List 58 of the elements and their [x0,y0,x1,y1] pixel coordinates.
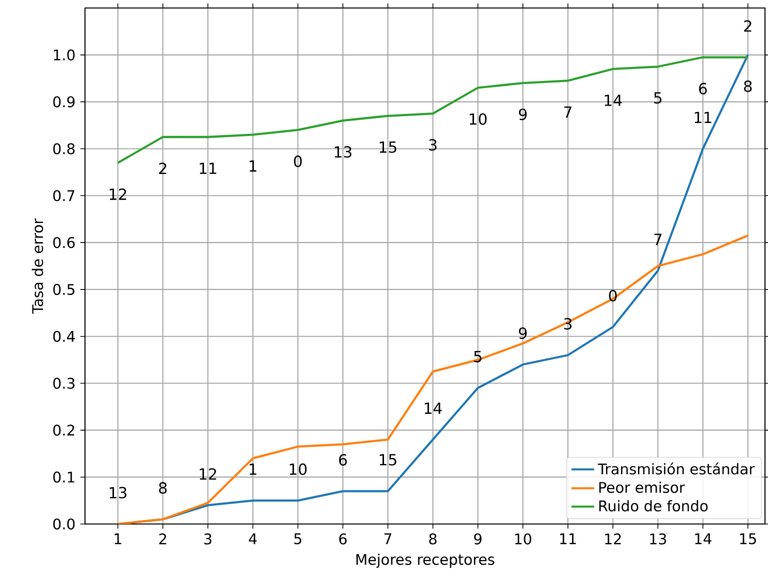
annotation: 0 [294,156,302,168]
annotation: 15 [380,454,396,466]
annotation: 12 [110,188,126,200]
annotation: 7 [654,234,662,245]
annotation: 8 [744,80,752,92]
annotation: 15 [380,142,396,153]
annotation: 2 [159,162,166,174]
annotation: 9 [518,108,527,120]
annotation: 6 [339,454,347,466]
annotation: 6 [699,82,707,94]
annotation: 9 [518,327,527,339]
annotation: 1 [250,160,256,172]
y-axis-title: Tasa de error [32,218,44,314]
x-tick-label: 2 [159,533,166,544]
y-tick-label: 0.4 [53,330,75,342]
x-tick-label: 15 [740,533,756,544]
legend-label: Ruido de fondo [599,500,708,512]
y-tick-label: 0.9 [53,96,75,108]
annotation: 14 [604,94,622,106]
x-tick-label: 4 [248,533,257,544]
x-tick-label: 7 [384,533,392,544]
legend-label: Peor emisor [599,482,685,493]
x-tick-label: 11 [560,533,576,544]
y-tick-label: 0.3 [53,378,74,389]
annotation: 2 [744,20,752,32]
x-tick-label: 12 [605,533,621,544]
annotation: 5 [654,92,662,104]
y-tick-label: 0.8 [53,143,75,154]
annotation: 1 [250,464,256,475]
annotation: 12 [200,468,216,480]
y-tick-label: 0.2 [53,424,74,436]
annotation: 7 [564,106,572,118]
legend-label: Transmisión estándar [598,462,755,474]
y-tick-label: 0.7 [53,190,74,202]
annotation: 13 [334,146,352,158]
y-tick-label: 0.1 [53,472,74,483]
x-tick-label: 5 [294,533,302,544]
annotation: 8 [159,482,167,494]
annotation: 14 [424,402,442,414]
x-tick-label: 6 [339,533,347,544]
annotation: 3 [429,139,437,151]
x-tick-label: 13 [650,533,666,544]
annotation: 11 [694,112,712,123]
annotation: 13 [110,486,126,498]
y-tick-label: 0.5 [53,284,74,296]
y-tick-label: 0.6 [53,237,75,248]
y-tick-label: 0.0 [53,518,75,530]
annotation: 10 [470,113,487,125]
y-tick-label: 1.0 [54,49,75,60]
x-axis-title: Mejores receptores [356,554,494,568]
annotation: 10 [290,463,307,476]
annotation: 11 [200,162,216,174]
x-tick-label: 9 [474,533,482,544]
x-tick-label: 1 [114,533,122,544]
x-tick-label: 8 [429,533,437,544]
x-tick-label: 14 [695,533,712,544]
x-tick-label: 3 [204,533,212,544]
x-tick-label: 10 [515,533,532,544]
